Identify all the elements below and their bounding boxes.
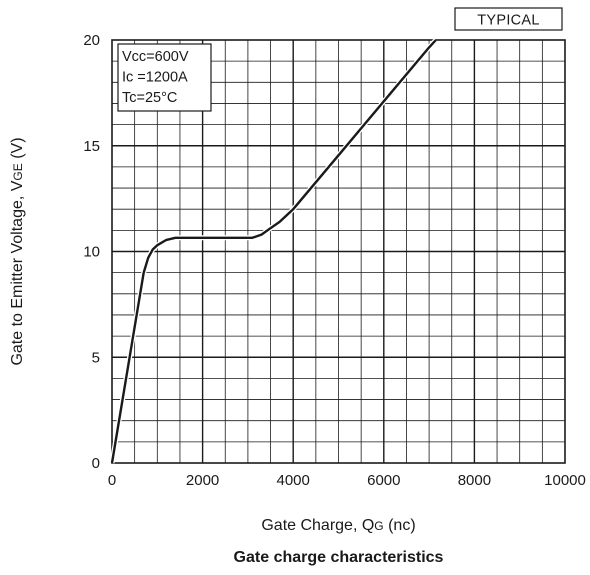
x-tick-label: 4000	[277, 472, 310, 489]
x-tick-label: 0	[108, 472, 116, 489]
x-axis-label: Gate Charge, QG (nc)	[261, 517, 415, 534]
typical-badge: TYPICAL	[454, 7, 563, 31]
gate-charge-curve	[110, 39, 437, 464]
condition-vcc: Vcc=600V	[122, 49, 189, 65]
x-axis-label-unit: (nc)	[384, 517, 416, 534]
y-tick-label: 0	[92, 455, 100, 472]
condition-ic: Ic =1200A	[122, 70, 188, 86]
y-tick-label: 15	[83, 138, 100, 155]
y-axis-label: Gate to Emitter Voltage, VGE (V)	[9, 137, 26, 365]
chart-title: Gate charge characteristics	[234, 549, 444, 566]
conditions-box: Vcc=600V Ic =1200A Tc=25°C	[117, 43, 212, 112]
grid-lines	[112, 40, 565, 463]
y-tick-label: 5	[92, 349, 100, 366]
x-axis-label-main: Gate Charge, Q	[261, 517, 374, 534]
x-tick-label: 2000	[186, 472, 219, 489]
condition-tc: Tc=25°C	[122, 90, 177, 106]
typical-badge-label: TYPICAL	[477, 13, 540, 29]
x-tick-label: 6000	[367, 472, 400, 489]
y-axis-label-unit: (V)	[9, 137, 26, 163]
plot-frame	[111, 39, 566, 464]
x-axis-label-sub: G	[374, 519, 383, 533]
y-axis-label-main: Gate to Emitter Voltage, V	[9, 180, 26, 365]
typical-badge-frame	[454, 7, 563, 31]
axis-ticks: 0 2000 4000 6000 8000 10000 0 5 10 15 20	[83, 32, 586, 489]
y-tick-label: 20	[83, 32, 100, 49]
y-tick-label: 10	[83, 244, 100, 261]
x-tick-label: 10000	[544, 472, 586, 489]
x-tick-label: 8000	[458, 472, 491, 489]
y-axis-label-sub: GE	[11, 163, 25, 180]
conditions-frame	[117, 43, 212, 112]
